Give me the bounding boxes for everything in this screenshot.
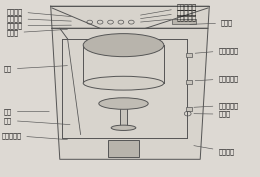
Text: 高水位按钮: 高水位按钮 [141,4,197,15]
Text: 低水位按钮: 低水位按钮 [141,14,197,22]
Text: 显示器: 显示器 [190,20,233,26]
Polygon shape [52,28,208,159]
Ellipse shape [83,76,164,90]
Text: 内桶: 内桶 [4,66,67,72]
Text: 波盘: 波盘 [4,117,70,125]
Bar [186,80,192,84]
Text: 中水位开关: 中水位开关 [195,75,238,82]
Text: 进水口: 进水口 [6,29,67,36]
Text: 中水位按钮: 中水位按钮 [141,9,197,19]
Text: 外桶: 外桶 [4,108,49,115]
Ellipse shape [111,125,136,130]
Bar [108,140,139,157]
Bar [172,19,196,24]
Text: 掌上按机: 掌上按机 [6,8,71,17]
Bar [186,107,192,111]
Text: 电磁离合器: 电磁离合器 [1,132,67,140]
Text: 低水位开关: 低水位开关 [194,102,238,109]
Text: 启动按钮: 启动按钮 [6,22,71,29]
Text: 排水口: 排水口 [194,111,230,118]
Text: 高水位开关: 高水位开关 [195,47,238,54]
Polygon shape [51,6,209,28]
Ellipse shape [99,98,148,109]
Text: 洗涤电机: 洗涤电机 [194,146,235,155]
Text: 排水按钮: 排水按钮 [6,15,71,22]
Ellipse shape [83,34,164,57]
Bar [186,53,192,57]
Bar [120,108,127,128]
